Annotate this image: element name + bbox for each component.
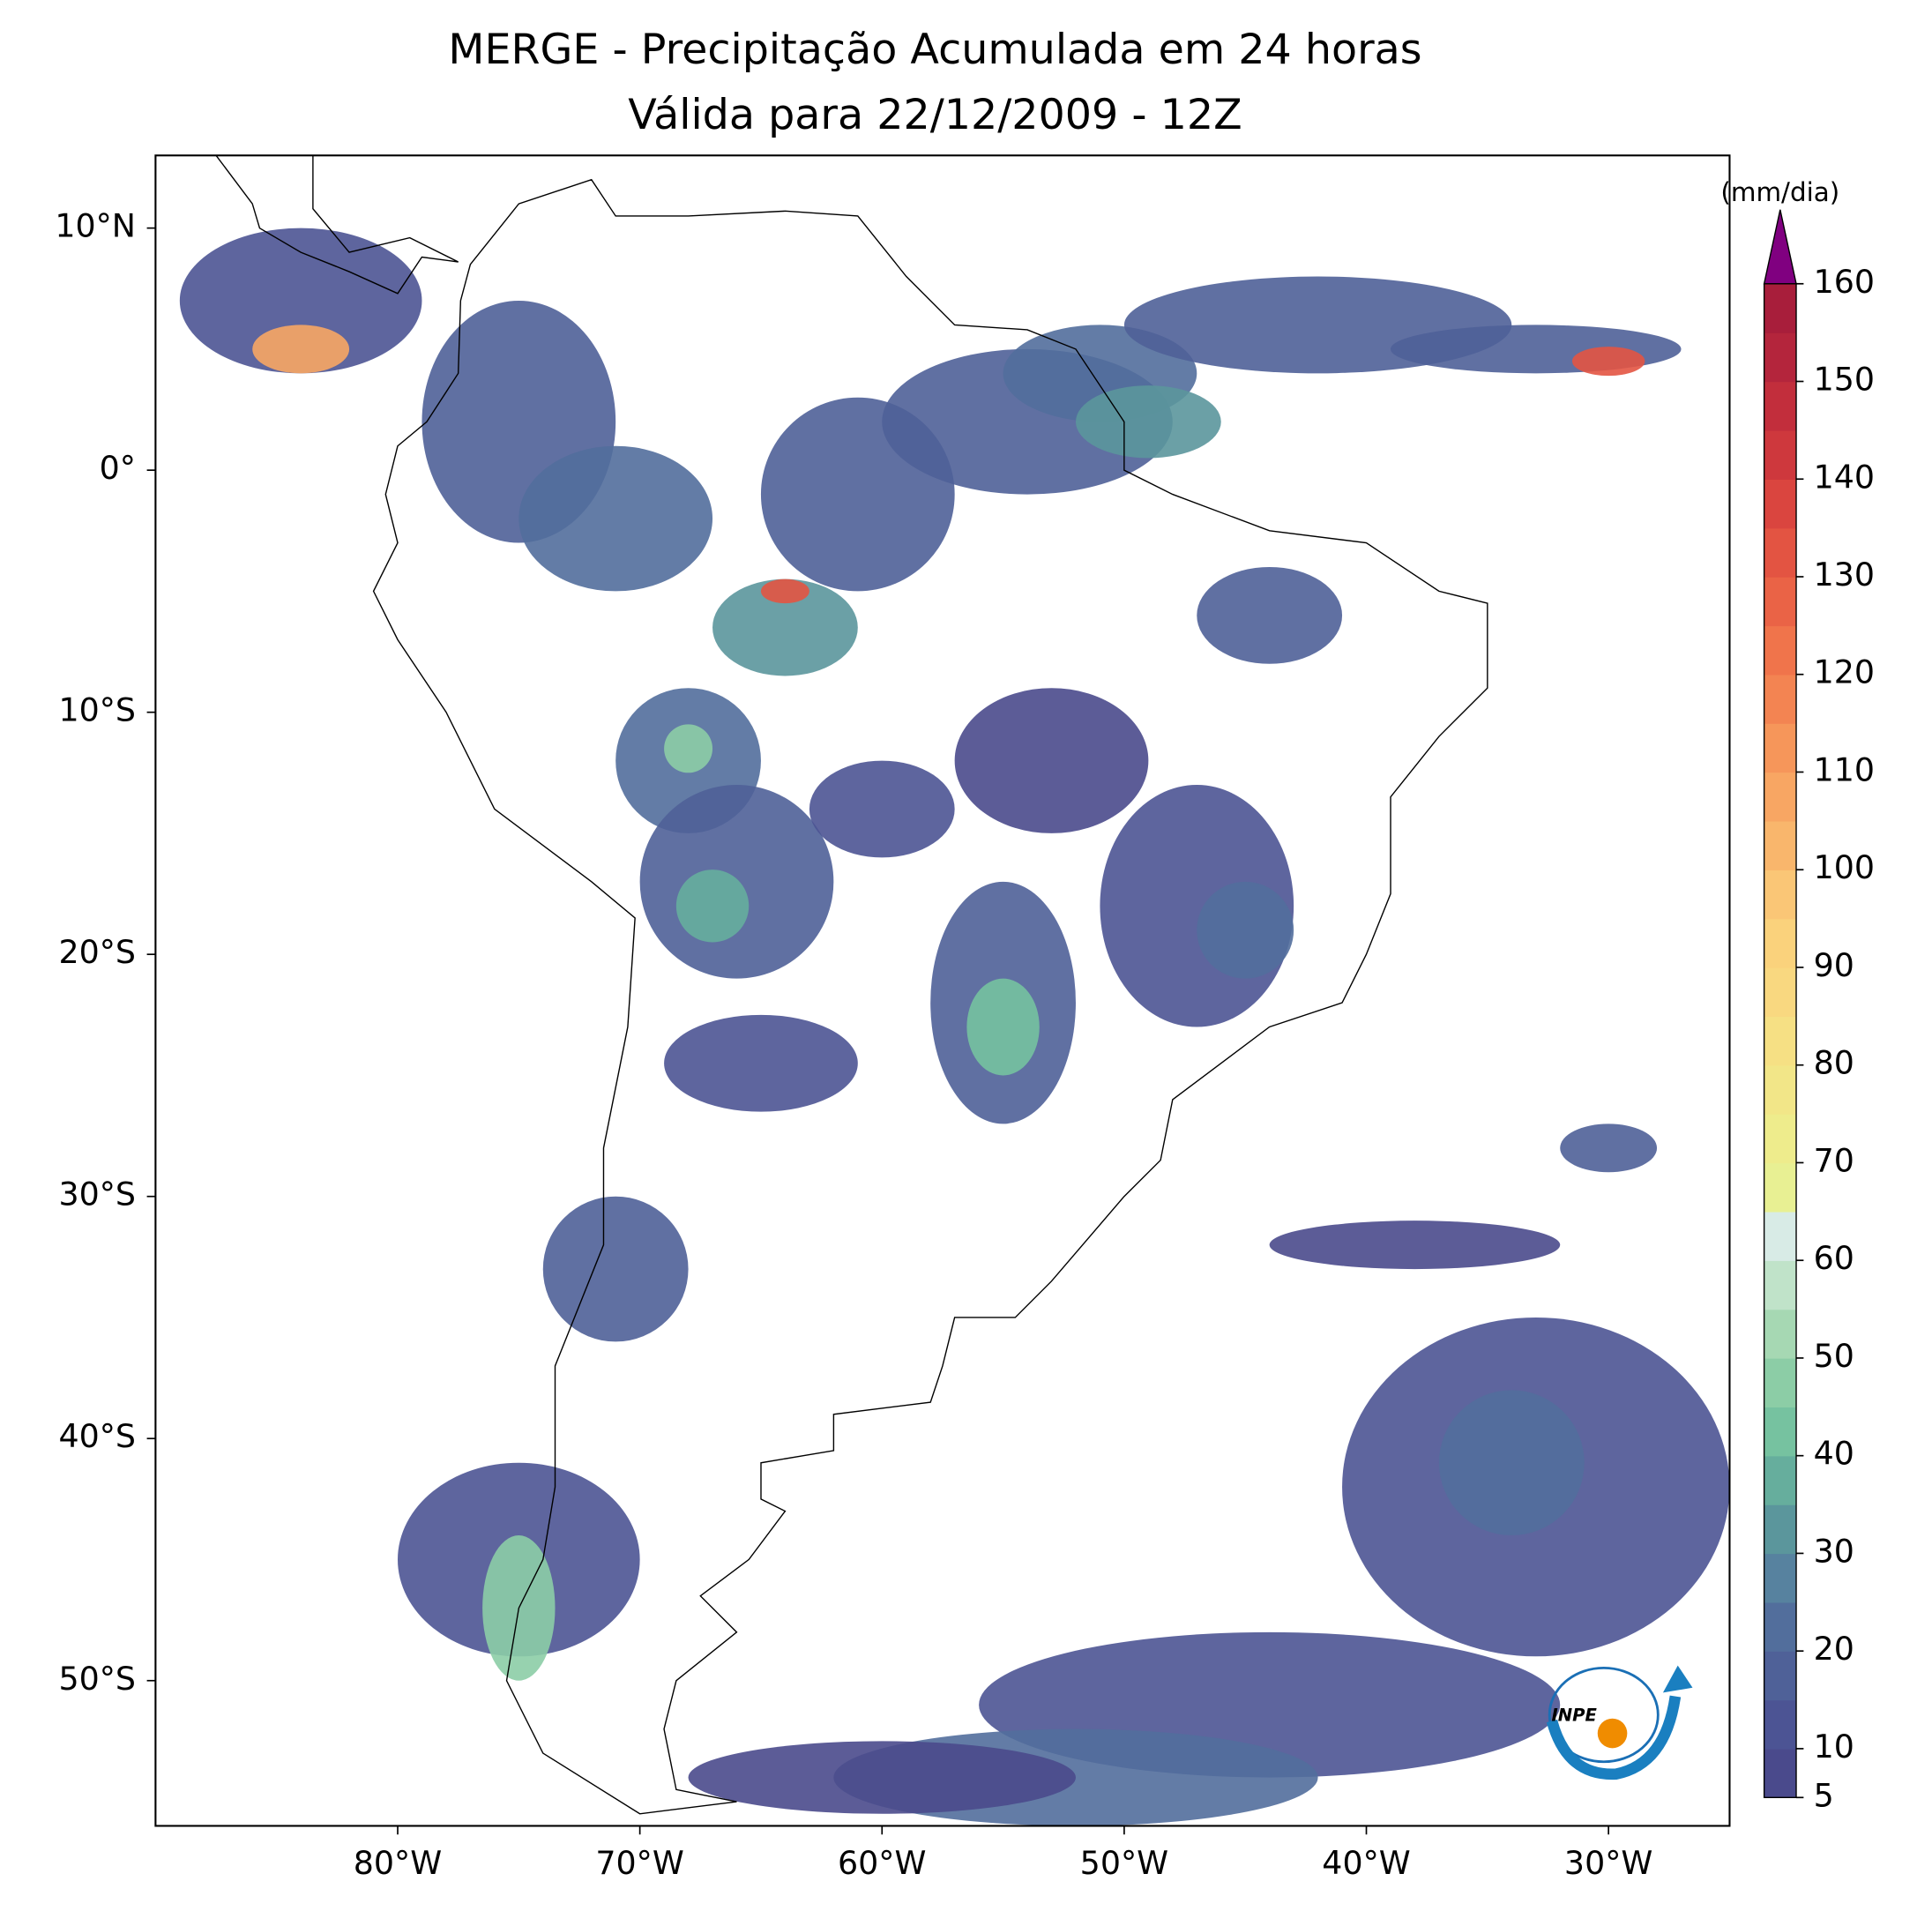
colorbar-tick-label: 5 — [1814, 1776, 1834, 1814]
colorbar-tick-label: 40 — [1814, 1435, 1854, 1473]
colorbar-band — [1764, 429, 1797, 480]
colorbar-band — [1764, 723, 1797, 773]
y-tick-label: 40°S — [58, 1417, 136, 1455]
colorbar-tick-label: 20 — [1814, 1630, 1854, 1668]
colorbar-band — [1764, 283, 1797, 333]
colorbar-band — [1764, 1699, 1797, 1750]
colorbar-band — [1764, 1455, 1797, 1505]
colorbar-band — [1764, 1016, 1797, 1066]
precip-area — [179, 228, 422, 374]
colorbar-band — [1764, 1553, 1797, 1603]
precip-area — [252, 325, 350, 374]
colorbar-band — [1764, 820, 1797, 870]
coastline — [372, 178, 1488, 1815]
colorbar-band — [1764, 527, 1797, 578]
precip-area — [966, 978, 1040, 1076]
colorbar-band — [1764, 1114, 1797, 1164]
precip-area — [688, 1741, 1076, 1814]
colorbar-tick-label: 160 — [1814, 263, 1875, 301]
y-tick-label: 10°N — [55, 207, 136, 245]
precip-area — [518, 445, 713, 592]
y-tick-label: 50°S — [58, 1660, 136, 1698]
colorbar-band — [1764, 1651, 1797, 1701]
colorbar-band — [1764, 479, 1797, 529]
coastline — [214, 155, 459, 295]
colorbar-tick-label: 70 — [1814, 1141, 1854, 1179]
precip-area — [1571, 347, 1645, 377]
colorbar-tick-label: 50 — [1814, 1337, 1854, 1375]
colorbar-band — [1764, 576, 1797, 627]
colorbar-tick-label: 90 — [1814, 946, 1854, 984]
colorbar-extend — [1763, 209, 1797, 285]
precip-area — [1560, 1123, 1658, 1173]
colorbar-band — [1764, 1309, 1797, 1359]
colorbar-band — [1764, 1504, 1797, 1555]
precip-area — [664, 724, 713, 773]
precip-area — [1438, 1390, 1585, 1536]
colorbar-band — [1764, 1211, 1797, 1261]
x-tick-label: 70°W — [595, 1844, 683, 1882]
colorbar-tick-label: 100 — [1814, 848, 1875, 886]
precip-area — [1269, 1221, 1561, 1270]
title: MERGE - Precipitação Acumulada em 24 hor… — [448, 26, 1421, 74]
colorbar-tick-label: 110 — [1814, 750, 1875, 788]
colorbar-band — [1764, 381, 1797, 431]
colorbar-label: (mm/dia) — [1720, 177, 1839, 207]
colorbar-band — [1764, 1407, 1797, 1457]
logo-text: INPE — [1551, 1705, 1597, 1725]
colorbar-band — [1764, 1601, 1797, 1652]
x-tick-label: 30°W — [1564, 1844, 1652, 1882]
y-tick-label: 20°S — [58, 933, 136, 971]
logo: INPE — [1546, 1665, 1693, 1780]
colorbar-band — [1764, 870, 1797, 920]
precip-area — [542, 1196, 689, 1342]
precip-area — [712, 579, 858, 676]
precip-area — [664, 1014, 858, 1112]
precip-area — [1197, 881, 1294, 979]
colorbar-band — [1764, 674, 1797, 724]
x-tick-label: 50°W — [1080, 1844, 1168, 1882]
colorbar-band — [1764, 1260, 1797, 1310]
colorbar-tick-label: 60 — [1814, 1239, 1854, 1277]
colorbar-tick-label: 130 — [1814, 556, 1875, 593]
map-area — [179, 155, 1730, 1826]
precip-area — [954, 688, 1149, 833]
colorbar-tick-label: 150 — [1814, 361, 1875, 399]
colorbar-band — [1764, 332, 1797, 383]
x-tick-label: 80°W — [354, 1844, 442, 1882]
y-tick-label: 30°S — [58, 1176, 136, 1213]
colorbar-band — [1764, 967, 1797, 1018]
colorbar-tick-label: 30 — [1814, 1532, 1854, 1570]
precip-area — [1197, 566, 1343, 664]
precip-area — [760, 579, 809, 604]
subtitle: Válida para 22/12/2009 - 12Z — [628, 91, 1242, 139]
colorbar-tick-label: 140 — [1814, 458, 1875, 496]
colorbar-frame — [1763, 283, 1797, 1798]
colorbar-band — [1764, 918, 1797, 968]
colorbar-tick-label: 120 — [1814, 653, 1875, 691]
colorbar-band — [1764, 625, 1797, 676]
colorbar-band — [1764, 772, 1797, 822]
x-tick-label: 60°W — [838, 1844, 926, 1882]
y-tick-label: 10°S — [58, 691, 136, 729]
colorbar-band — [1764, 1357, 1797, 1408]
precip-area — [675, 870, 750, 943]
colorbar-band — [1764, 1064, 1797, 1115]
y-tick-label: 0° — [100, 449, 136, 487]
colorbar-tick-label: 80 — [1814, 1044, 1854, 1082]
precip-area — [1075, 385, 1221, 459]
x-tick-label: 40°W — [1322, 1844, 1410, 1882]
precip-area — [809, 760, 955, 858]
colorbar-band — [1764, 1748, 1797, 1798]
map-frame — [154, 154, 1731, 1827]
colorbar-band — [1764, 1162, 1797, 1213]
colorbar-tick-label: 10 — [1814, 1728, 1854, 1765]
